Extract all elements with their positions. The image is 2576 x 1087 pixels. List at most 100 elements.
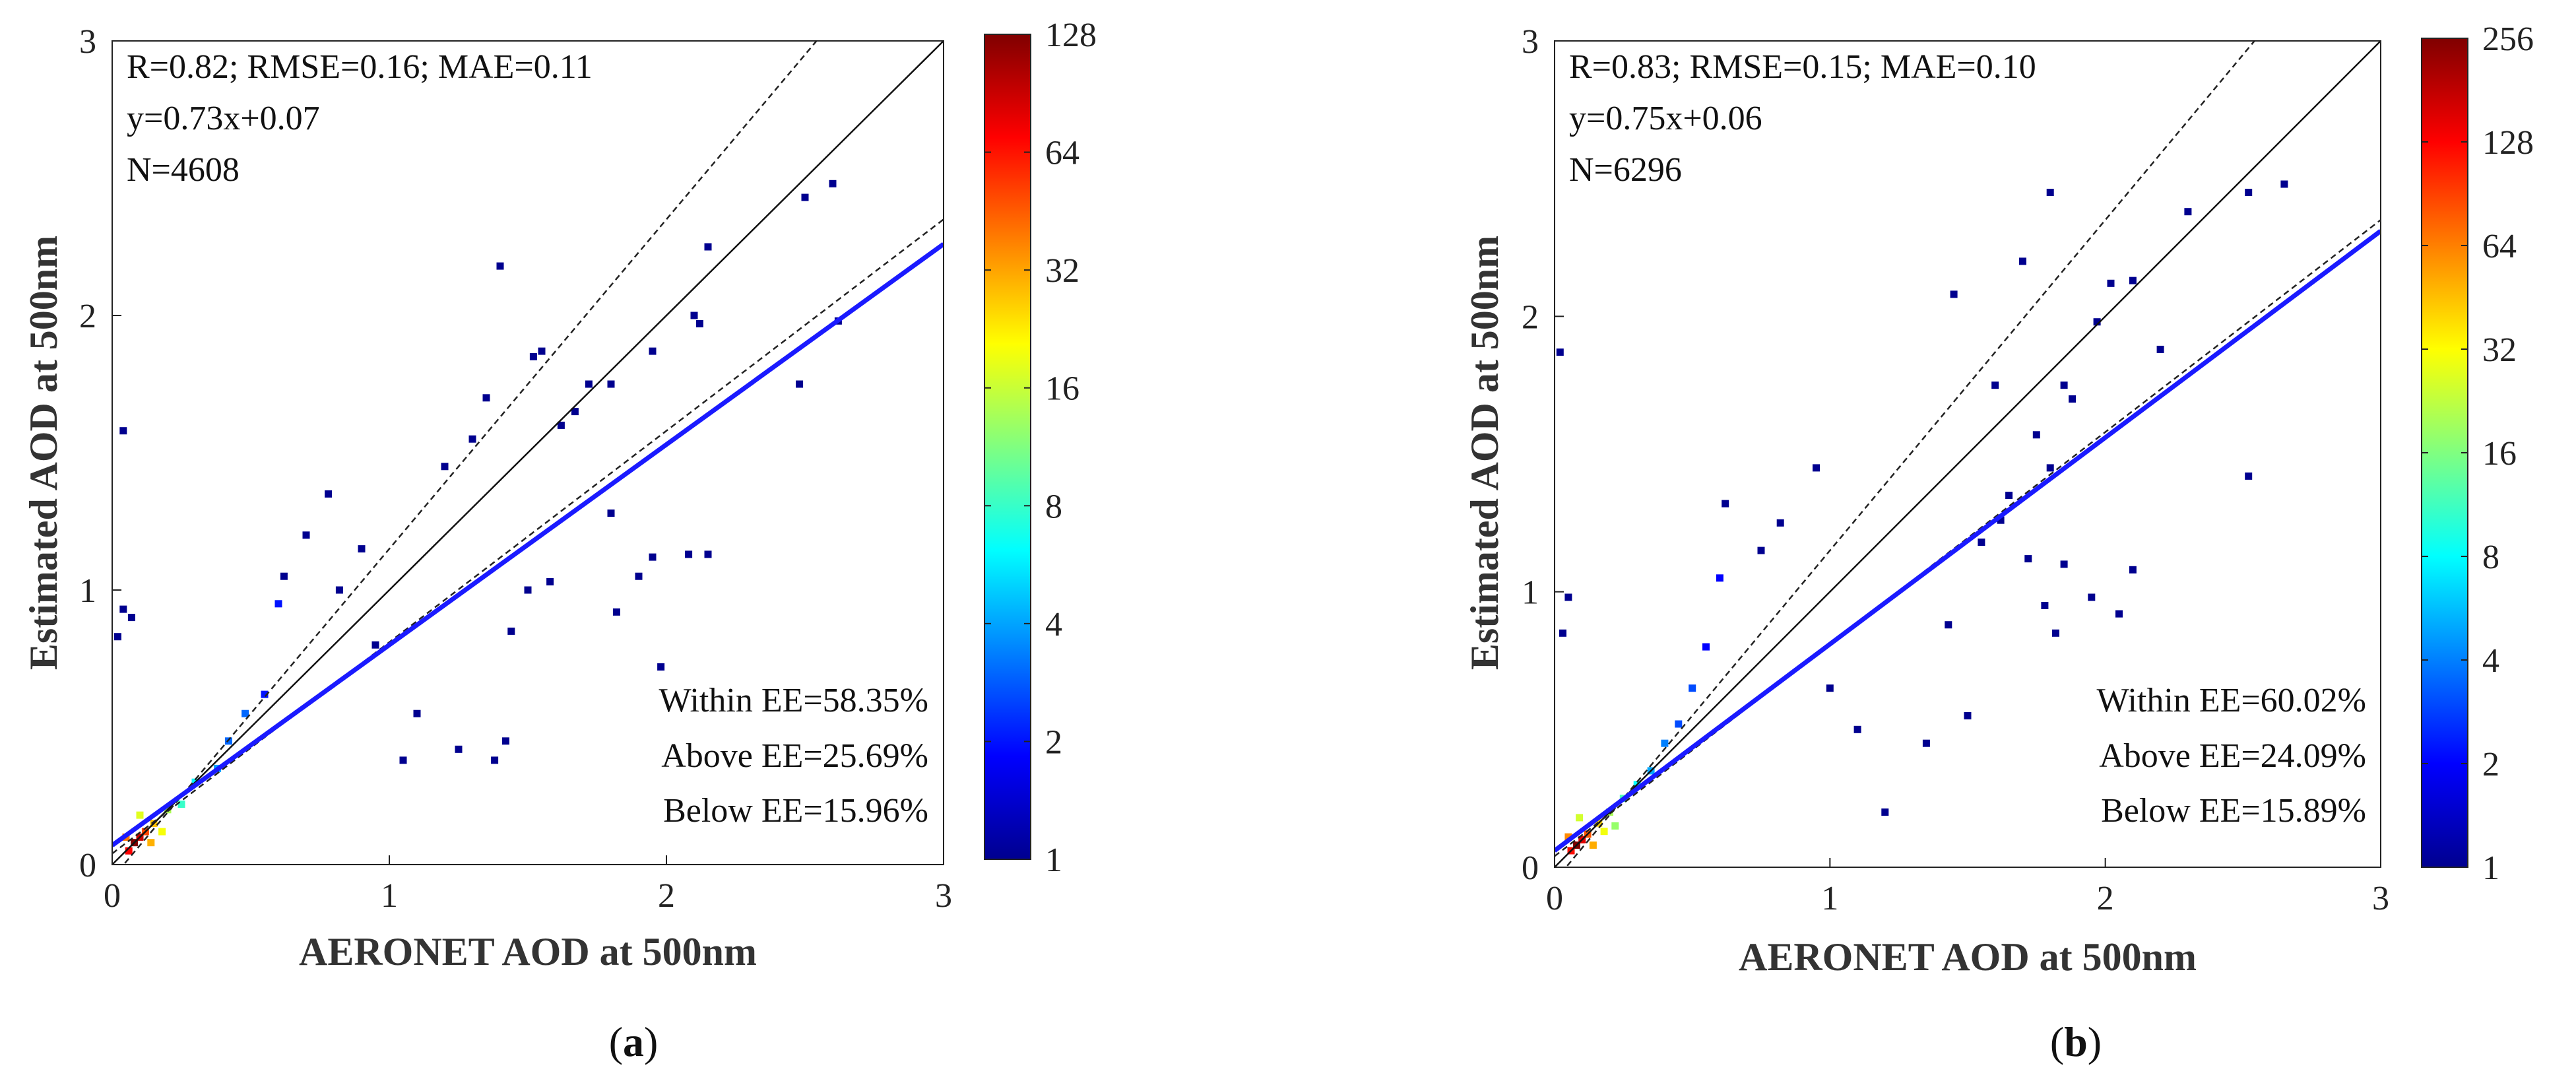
panel-a-density-cell <box>612 608 620 616</box>
panel-a-ee-above: Above EE=25.69% <box>661 737 928 775</box>
panel-b-density-cell <box>1776 519 1784 527</box>
panel-a-colorbar-ticks: 1 2 4 8 16 32 64 128 <box>984 16 1097 879</box>
panel-a-density-cell <box>635 572 643 580</box>
panel-a-stats-line3: N=4608 <box>127 151 240 189</box>
panel-a-density-cell <box>358 545 366 553</box>
panel-b-colorbar-label: 4 <box>2482 642 2499 680</box>
panel-b-density-cell <box>2046 464 2054 472</box>
panel-a-ylabel: Estimated AOD at 500nm <box>22 236 65 670</box>
panel-a-ee-below: Below EE=15.96% <box>663 792 928 830</box>
panel-a-density-cell <box>399 756 407 764</box>
panel-a-colorbar-label: 4 <box>1045 606 1062 643</box>
panel-b-density-cell <box>2005 492 2013 500</box>
panel-b-stats-line3: N=6296 <box>1569 151 1682 189</box>
panel-b-colorbar-label: 2 <box>2482 746 2499 783</box>
panel-b-density-cell <box>1722 500 1729 508</box>
panel-a-density-cell <box>136 811 144 819</box>
panel-a-xtick-label: 2 <box>658 877 675 915</box>
panel-b-density-cell <box>2245 472 2253 480</box>
panel-a-caption-letter: a <box>623 1018 644 1065</box>
panel-b-colorbar-label: 64 <box>2482 228 2517 265</box>
panel-b-density-cell <box>2107 279 2115 287</box>
panel-a-density-cell <box>538 347 546 355</box>
panel-b-density-cell <box>2093 318 2101 326</box>
panel-b-ytick-label: 0 <box>1522 849 1539 887</box>
panel-b-density-cell <box>1813 464 1820 472</box>
panel-b-stats-line1: R=0.83; RMSE=0.15; MAE=0.10 <box>1569 48 2036 86</box>
panel-a-xtick-label: 0 <box>104 877 121 915</box>
panel-a-colorbar <box>984 34 1031 860</box>
panel-a-stats-line2: y=0.73x+0.07 <box>127 100 320 137</box>
panel-a-density-cell <box>796 380 804 388</box>
panel-a-colorbar-label: 64 <box>1045 135 1079 172</box>
panel-b-density-cell <box>1826 684 1834 692</box>
panel-b-density-cell <box>2245 189 2253 196</box>
panel-b-ytick-label: 2 <box>1522 298 1539 336</box>
panel-b-colorbar-label: 128 <box>2482 124 2534 162</box>
panel-b-caption: (b) <box>2050 1018 2102 1065</box>
panel-a-density-cell <box>524 586 532 594</box>
panel-a-density-cell <box>113 633 121 641</box>
panel-a-density-cell <box>571 408 579 416</box>
panel-b-ee-within: Within EE=60.02% <box>2096 682 2366 719</box>
panel-a-density-cell <box>557 421 565 429</box>
panel-b-density-cell <box>1922 739 1930 747</box>
panel-a-density-cell <box>690 312 698 319</box>
panel-a-ytick-label: 3 <box>79 23 96 61</box>
panel-a-ytick-label: 0 <box>79 847 96 884</box>
panel-b-fit-line <box>1555 229 2381 853</box>
panel-b-density-cell <box>2156 345 2164 353</box>
panel-b-yticks: 0 1 2 3 <box>1522 23 1564 887</box>
panel-a-density-cell <box>482 394 490 402</box>
panel-b-density-cell <box>1881 808 1889 816</box>
panel-b-density-cell <box>2019 257 2026 265</box>
panel-b-xtick-label: 2 <box>2097 880 2114 917</box>
panel-a-density-cell <box>607 510 615 517</box>
panel-b-density-cell <box>1978 539 1985 546</box>
panel-a-xtick-label: 3 <box>935 877 952 915</box>
panel-a-ytick-label: 1 <box>79 572 96 610</box>
panel-b-ee-above: Above EE=24.09% <box>2099 737 2366 775</box>
panel-a-colorbar-label: 1 <box>1045 841 1062 879</box>
panel-b-density-cell <box>1600 828 1608 836</box>
panel-b-density-cell <box>2024 555 2032 563</box>
panel-a-density-cell <box>127 614 135 622</box>
panel-a-density-cell <box>607 380 615 388</box>
panel-b-colorbar-ticks: 1 2 4 8 16 32 64 128 256 <box>2422 20 2534 887</box>
panel-a-caption: (a) <box>609 1018 659 1065</box>
panel-b-colorbar-label: 1 <box>2482 849 2499 887</box>
panel-a-xtick-label: 1 <box>381 877 398 915</box>
panel-b: 0 1 2 3 0 1 2 3 R=0.83; RMSE=0.15; MAE=0.10 y=… <box>1463 20 2534 1065</box>
panel-a-density-cell <box>119 605 127 613</box>
panel-b-density-cell <box>1853 725 1861 733</box>
panel-a-density-cell <box>158 828 166 836</box>
panel-b-xtick-label: 0 <box>1546 880 1563 917</box>
panel-b-density-cell <box>2046 189 2054 196</box>
panel-a-ee-line <box>122 41 818 865</box>
panel-b-xtick-label: 1 <box>1821 880 1838 917</box>
panel-a-lines <box>112 41 944 865</box>
panel-a-xticks: 0 1 2 3 <box>104 855 952 915</box>
panel-a-density-cell <box>585 380 593 388</box>
panel-b-stats-line2: y=0.75x+0.06 <box>1569 100 1762 137</box>
panel-a-ee-line <box>112 218 944 855</box>
panel-b-density-cell <box>1716 574 1723 582</box>
panel-a-density-cell <box>242 709 249 717</box>
panel-b-density-cell <box>2032 431 2040 439</box>
panel-a-density-cell <box>125 847 133 855</box>
panel-b-xtick-label: 3 <box>2372 880 2389 917</box>
panel-b-colorbar-label: 8 <box>2482 539 2499 576</box>
panel-b-caption-letter: b <box>2064 1018 2088 1065</box>
panel-a-density-cell <box>649 347 657 355</box>
panel-a-density-cell <box>496 262 504 270</box>
panel-b-density-cell <box>2184 208 2192 216</box>
panel-a-density-cell <box>455 745 463 753</box>
panel-b-lines <box>1555 41 2381 867</box>
panel-a-stats-line1: R=0.82; RMSE=0.16; MAE=0.11 <box>127 48 593 86</box>
panel-a-ytick-label: 2 <box>79 298 96 335</box>
panel-a-density-cell <box>441 463 449 471</box>
panel-a-density-cell <box>119 427 127 435</box>
panel-b-density-cell <box>1675 720 1683 728</box>
panel-b-density-cell <box>2129 277 2137 284</box>
panel-a-density-cell <box>501 737 509 745</box>
